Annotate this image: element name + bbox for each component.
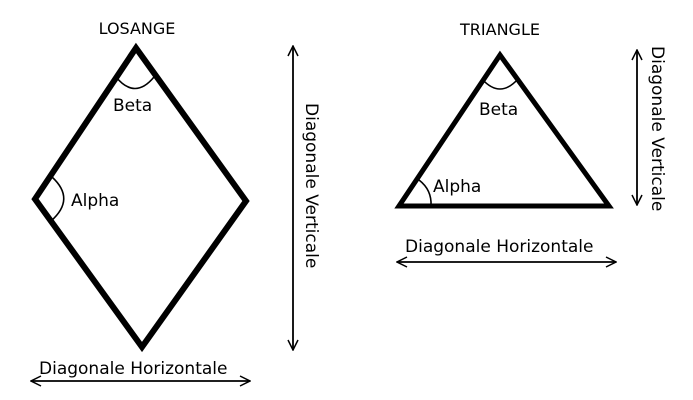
- triangle-shape: [394, 50, 614, 209]
- triangle-alpha-arc: [418, 179, 432, 207]
- losange-horizontal-label: Diagonale Horizontale: [39, 359, 227, 379]
- losange-alpha-arc: [50, 176, 65, 222]
- losange-beta-label: Beta: [113, 96, 152, 116]
- losange-shape: [31, 42, 250, 353]
- triangle-beta-arc: [481, 78, 519, 90]
- triangle-alpha-label: Alpha: [433, 177, 481, 197]
- triangle-beta-label: Beta: [479, 100, 518, 120]
- triangle-title: TRIANGLE: [459, 20, 540, 39]
- triangle-horizontal-label: Diagonale Horizontale: [405, 237, 593, 257]
- losange-title: LOSANGE: [99, 19, 176, 38]
- triangle-figure: TRIANGLE Beta Alpha Diagonale Verticale …: [394, 20, 667, 262]
- triangle-vertical-label: Diagonale Verticale: [647, 46, 667, 211]
- losange-vertical-label: Diagonale Verticale: [301, 103, 321, 268]
- losange-beta-arc: [115, 76, 155, 90]
- losange-figure: LOSANGE Beta Alpha Diagonale Verticale D…: [31, 19, 321, 381]
- losange-alpha-label: Alpha: [71, 191, 119, 211]
